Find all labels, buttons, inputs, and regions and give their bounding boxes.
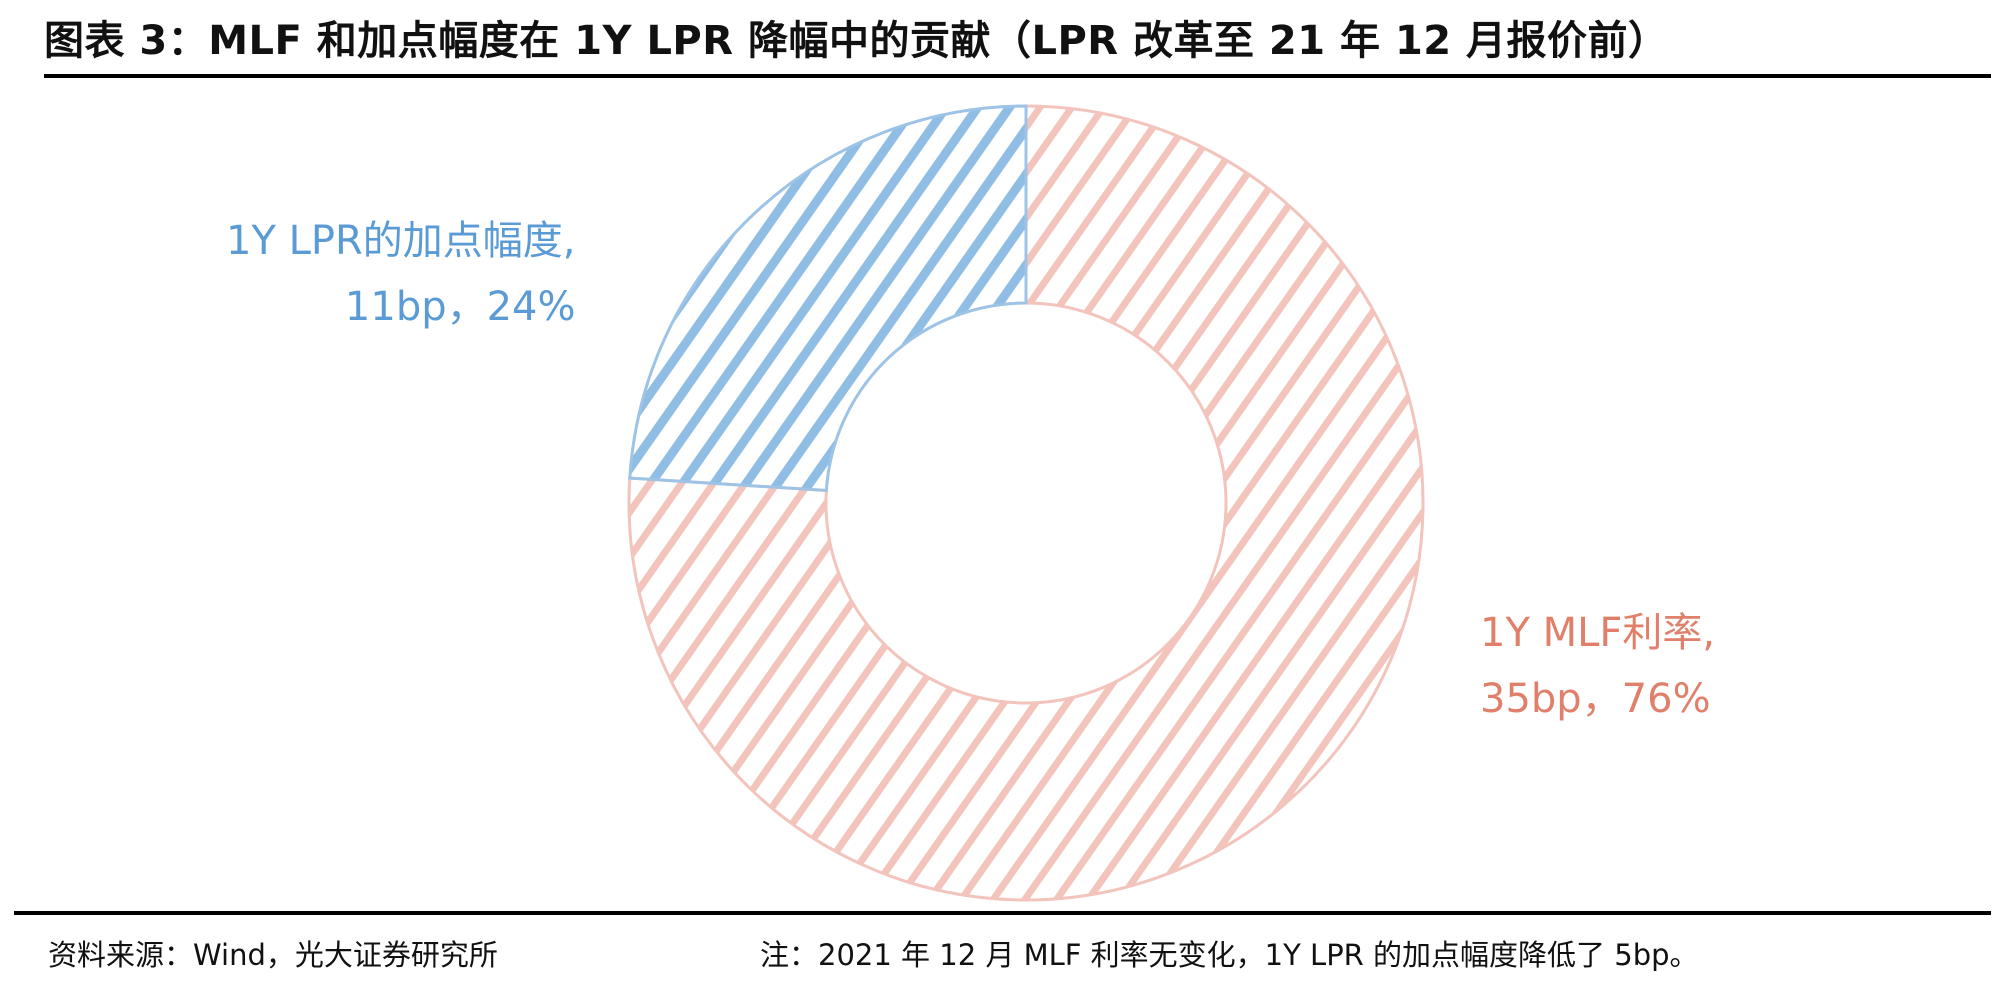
label-mlf-rate-value: 35bp，76%: [1480, 676, 1711, 722]
label-lpr-spread-name: 1Y LPR的加点幅度,: [226, 218, 576, 264]
source-note: 资料来源：Wind，光大证券研究所: [48, 938, 498, 972]
label-mlf-rate-name: 1Y MLF利率,: [1480, 610, 1716, 656]
label-lpr-spread: 1Y LPR的加点幅度, 11bp，24%: [226, 208, 576, 340]
donut-slice-mlf-rate: [627, 104, 1425, 902]
label-mlf-rate: 1Y MLF利率, 35bp，76%: [1480, 600, 1715, 732]
label-lpr-spread-value: 11bp，24%: [344, 284, 576, 330]
chart-title: 图表 3：MLF 和加点幅度在 1Y LPR 降幅中的贡献（LPR 改革至 21…: [44, 18, 1669, 64]
donut-slice-lpr-spread: [628, 104, 1028, 493]
footnote: 注：2021 年 12 月 MLF 利率无变化，1Y LPR 的加点幅度降低了 …: [760, 938, 1699, 972]
footer-divider: [14, 911, 1991, 915]
title-divider: [44, 74, 1991, 78]
